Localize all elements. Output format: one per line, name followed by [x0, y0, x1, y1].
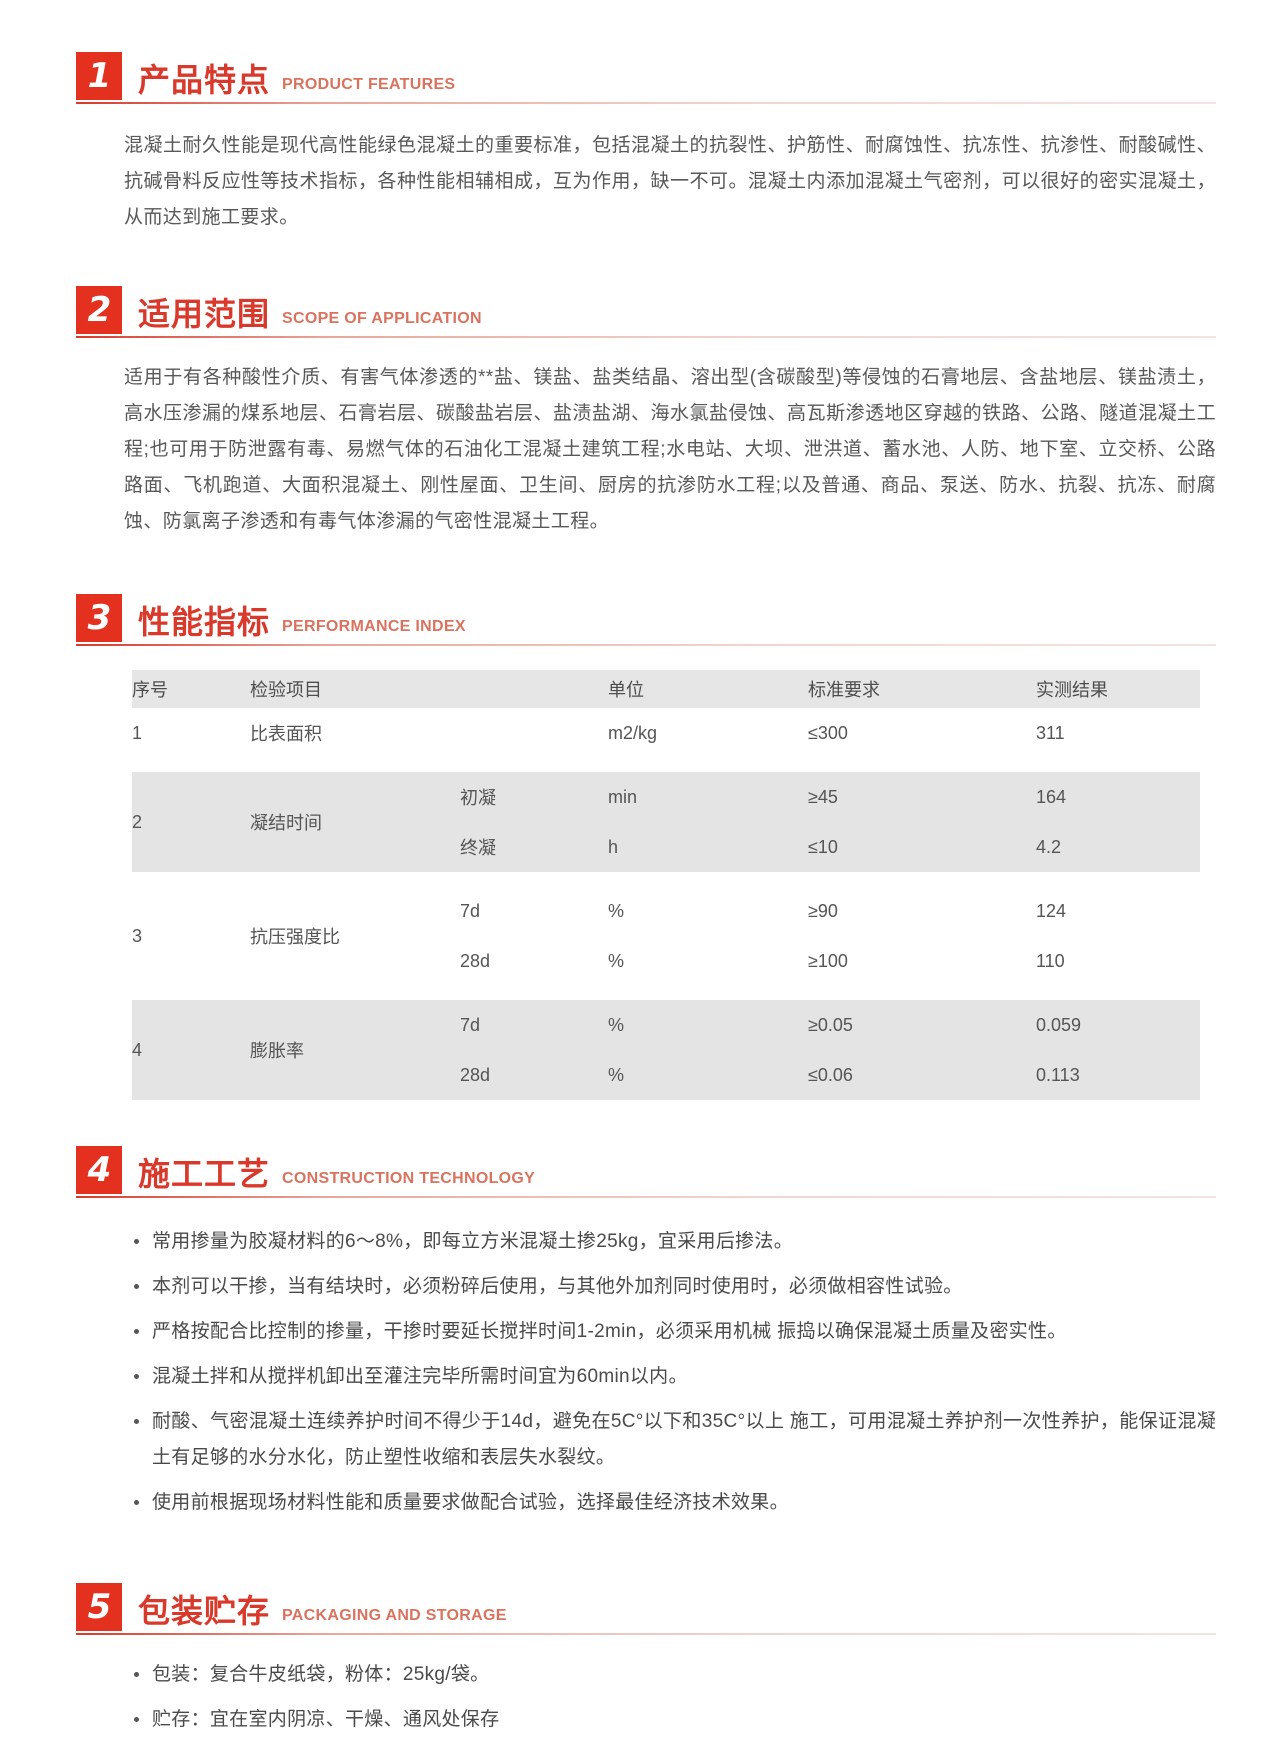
section-title-en-1: PRODUCT FEATURES — [282, 76, 456, 93]
construction-list-item: 耐酸、气密混凝土连续养护时间不得少于14d，避免在5C°以下和35C°以上 施工… — [132, 1404, 1216, 1476]
cell-sub: 初凝 — [460, 788, 496, 808]
cell-result: 164 — [1036, 786, 1067, 807]
section-header-3: 3 性能指标 PERFORMANCE INDEX — [76, 588, 1216, 646]
cell-item: 膨胀率 — [250, 1041, 304, 1061]
section-divider-4 — [76, 1196, 1216, 1198]
table-row: 4 膨胀率 7d% ≥0.05 0.059 — [132, 1000, 1200, 1061]
cell-item: 凝结时间 — [250, 813, 322, 833]
cell-sub: 终凝 — [460, 838, 496, 858]
construction-list-item: 常用掺量为胶凝材料的6～8%，即每立方米混凝土掺25kg，宜采用后掺法。 — [132, 1224, 1216, 1260]
section-number-badge-5: 5 — [76, 1583, 122, 1631]
section-header-1: 1 产品特点 PRODUCT FEATURES — [76, 46, 1216, 104]
cell-result: 0.113 — [1036, 1064, 1080, 1085]
cell-unit: % — [608, 1014, 625, 1035]
section-title-en-5: PACKAGING AND STORAGE — [282, 1607, 507, 1624]
cell-unit: min — [608, 786, 638, 807]
column-header-standard: 标准要求 — [808, 680, 880, 700]
cell-unit: % — [608, 1064, 625, 1085]
packaging-storage-list: 包装：复合牛皮纸袋，粉体：25kg/袋。 贮存：宜在室内阴凉、干燥、通风处保存 — [132, 1657, 1216, 1738]
cell-item: 抗压强度比 — [250, 927, 340, 947]
performance-index-table: 序号 检验项目 单位 标准要求 实测结果 1 比表面积 m2/kg ≤300 311 2 凝… — [132, 670, 1200, 1100]
construction-list-item: 混凝土拌和从搅拌机卸出至灌注完毕所需时间宜为60min以内。 — [132, 1359, 1216, 1395]
cell-unit: % — [608, 900, 625, 921]
table-row: 2 凝结时间 初凝 min ≥45 164 — [132, 772, 1200, 833]
cell-standard: ≥45 — [808, 786, 838, 807]
section-divider-5 — [76, 1633, 1216, 1635]
construction-technology-list: 常用掺量为胶凝材料的6～8%，即每立方米混凝土掺25kg，宜采用后掺法。 本剂可以… — [132, 1224, 1216, 1521]
table-body: 1 比表面积 m2/kg ≤300 311 2 凝结时间 初凝 min ≥45 164 终凝 h ≤10 4… — [132, 708, 1200, 1100]
section-paragraph-2: 适用于有各种酸性介质、有害气体渗透的**盐、镁盐、盐类结晶、溶出型(含碳酸型)等… — [124, 367, 1216, 532]
construction-list-item: 使用前根据现场材料性能和质量要求做配合试验，选择最佳经济技术效果。 — [132, 1485, 1216, 1521]
section-paragraph-1: 混凝土耐久性能是现代高性能绿色混凝土的重要标准，包括混凝土的抗裂性、护筋性、耐腐… — [124, 135, 1216, 228]
cell-sub: 28d — [460, 950, 491, 971]
column-header-sub — [460, 670, 608, 708]
cell-no: 4 — [132, 1039, 143, 1060]
section-title-en-3: PERFORMANCE INDEX — [282, 618, 466, 635]
section-number-badge-1: 1 — [76, 52, 122, 100]
section-title-cn-2: 适用范围 — [138, 296, 271, 332]
product-spec-page: 1 产品特点 PRODUCT FEATURES 混凝土耐久性能是现代高性能绿色混… — [0, 46, 1280, 1730]
table-header-row: 序号 检验项目 单位 标准要求 实测结果 — [132, 670, 1200, 708]
performance-table-wrapper: 序号 检验项目 单位 标准要求 实测结果 1 比表面积 m2/kg ≤300 311 2 凝… — [132, 670, 1200, 1100]
table-row-spacer — [132, 986, 1200, 1000]
packaging-list-item: 贮存：宜在室内阴凉、干燥、通风处保存 — [132, 1702, 1216, 1738]
packaging-list-item: 包装：复合牛皮纸袋，粉体：25kg/袋。 — [132, 1657, 1216, 1693]
section-header-4: 4 施工工艺 CONSTRUCTION TECHNOLOGY — [76, 1140, 1216, 1198]
cell-result: 311 — [1036, 722, 1065, 743]
spacer-cell — [132, 758, 1200, 772]
construction-list-item: 严格按配合比控制的掺量，干掺时要延长搅拌时间1-2min，必须采用机械 振捣以确… — [132, 1314, 1216, 1350]
section-header-2: 2 适用范围 SCOPE OF APPLICATION — [76, 280, 1216, 338]
cell-result: 0.059 — [1036, 1014, 1082, 1035]
cell-unit: h — [608, 836, 619, 857]
section-number-badge-2: 2 — [76, 286, 122, 334]
cell-unit: m2/kg — [608, 722, 658, 743]
cell-item: 比表面积 — [250, 724, 322, 744]
cell-no: 1 — [132, 722, 143, 743]
cell-no: 2 — [132, 811, 143, 832]
cell-result: 124 — [1036, 900, 1067, 921]
cell-result: 110 — [1036, 950, 1065, 971]
cell-standard: ≥0.05 — [808, 1014, 853, 1035]
column-header-item: 检验项目 — [250, 680, 322, 700]
section-divider-1 — [76, 102, 1216, 104]
table-head: 序号 检验项目 单位 标准要求 实测结果 — [132, 670, 1200, 708]
column-header-unit: 单位 — [608, 680, 644, 700]
section-divider-2 — [76, 336, 1216, 338]
cell-sub: 28d — [460, 1064, 491, 1085]
section-number-badge-3: 3 — [76, 594, 122, 642]
cell-result: 4.2 — [1036, 836, 1062, 857]
section-header-5: 5 包装贮存 PACKAGING AND STORAGE — [76, 1577, 1216, 1635]
construction-list-item: 本剂可以干掺，当有结块时，必须粉碎后使用，与其他外加剂同时使用时，必须做相容性试… — [132, 1269, 1216, 1305]
table-row: 1 比表面积 m2/kg ≤300 311 — [132, 708, 1200, 758]
table-row-spacer — [132, 872, 1200, 886]
section-divider-3 — [76, 644, 1216, 646]
spacer-cell — [132, 872, 1200, 886]
cell-sub: 7d — [460, 900, 481, 921]
section-title-en-2: SCOPE OF APPLICATION — [282, 310, 482, 327]
section-title-cn-3: 性能指标 — [138, 604, 271, 640]
spacer-cell — [132, 986, 1200, 1000]
cell-no: 3 — [132, 925, 143, 946]
cell-standard: ≥100 — [808, 950, 848, 971]
section-title-cn-4: 施工工艺 — [138, 1156, 271, 1192]
section-title-cn-1: 产品特点 — [138, 62, 271, 98]
cell-standard: ≤10 — [808, 836, 838, 857]
table-row-spacer — [132, 758, 1200, 772]
cell-unit: % — [608, 950, 625, 971]
cell-standard: ≤0.06 — [808, 1064, 853, 1085]
cell-standard: ≤300 — [808, 722, 848, 743]
cell-sub — [460, 708, 608, 758]
cell-standard: ≥90 — [808, 900, 838, 921]
cell-sub: 7d — [460, 1014, 481, 1035]
section-title-cn-5: 包装贮存 — [138, 1593, 271, 1629]
table-row: 3 抗压强度比 7d% ≥90 124 — [132, 886, 1200, 947]
section-title-en-4: CONSTRUCTION TECHNOLOGY — [282, 1170, 536, 1187]
column-header-no: 序号 — [132, 680, 168, 700]
column-header-result: 实测结果 — [1036, 680, 1108, 700]
section-number-badge-4: 4 — [76, 1146, 122, 1194]
